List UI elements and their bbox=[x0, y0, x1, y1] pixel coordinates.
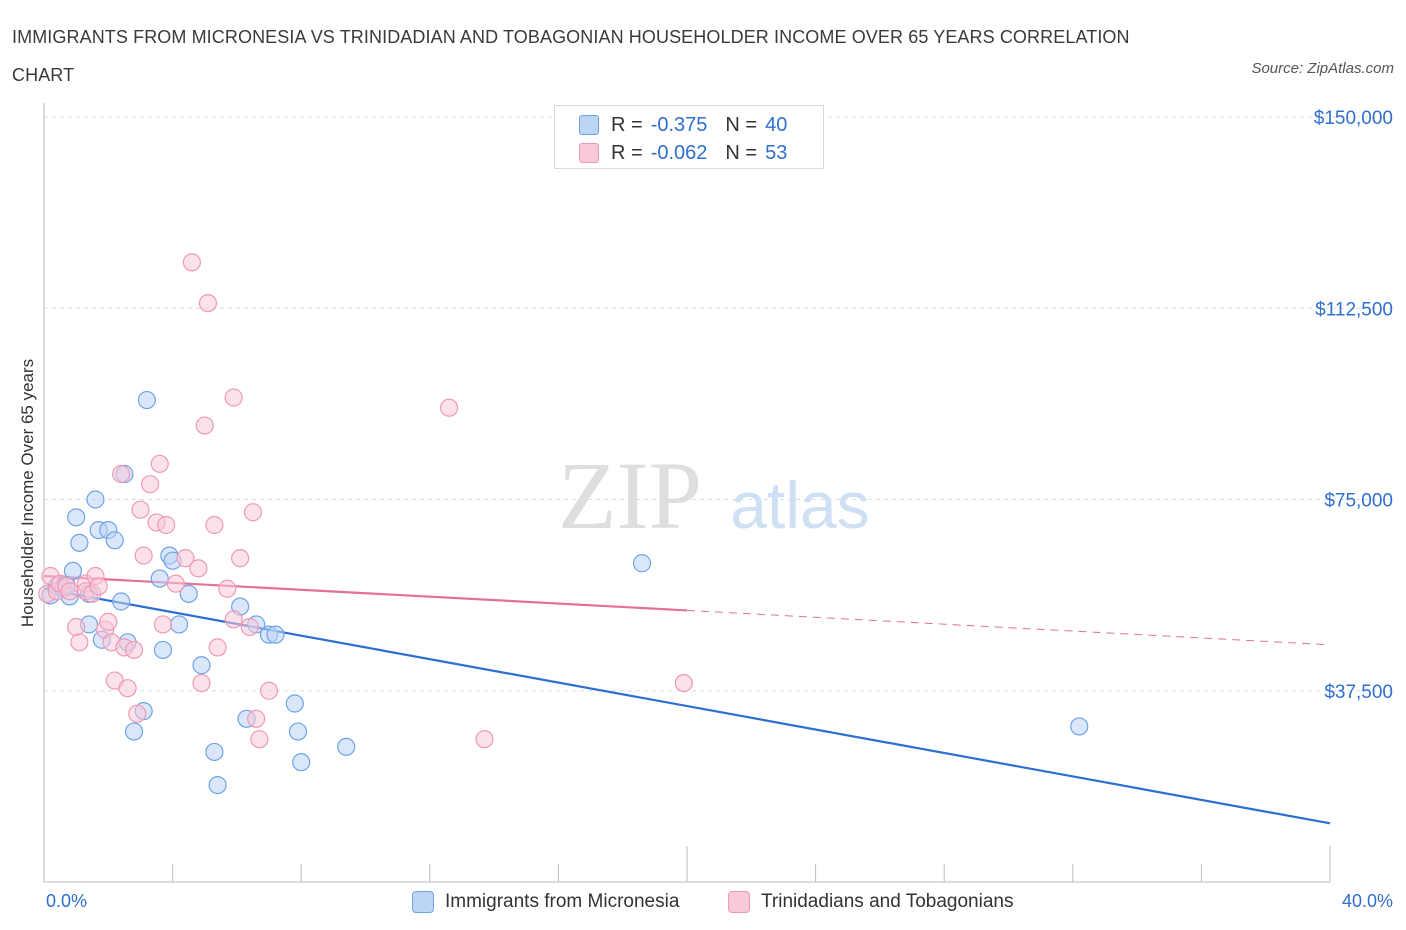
point-micronesia bbox=[288, 722, 308, 741]
point-micronesia bbox=[266, 625, 285, 644]
point-trinidad bbox=[166, 574, 185, 593]
point-micronesia bbox=[1070, 717, 1089, 736]
point-micronesia bbox=[205, 742, 224, 762]
point-trinidad bbox=[224, 610, 243, 629]
point-micronesia bbox=[150, 569, 169, 588]
point-trinidad bbox=[176, 549, 195, 568]
point-trinidad bbox=[243, 503, 263, 522]
point-micronesia bbox=[632, 554, 652, 573]
data-points bbox=[38, 253, 1089, 795]
legend-r-label: R = bbox=[611, 113, 643, 136]
point-trinidad bbox=[192, 673, 211, 693]
legend-r-value: -0.375 bbox=[650, 113, 708, 136]
watermark: ZIP atlas bbox=[558, 442, 870, 549]
point-trinidad bbox=[218, 579, 237, 598]
point-trinidad bbox=[70, 633, 89, 652]
legend-swatch-pink bbox=[579, 143, 599, 163]
correlation-legend: R = -0.375 N = 40 R = -0.062 N = 53 bbox=[554, 105, 824, 169]
point-micronesia bbox=[112, 592, 131, 611]
point-trinidad bbox=[231, 549, 250, 568]
y-tick-label: $37,500 bbox=[1324, 682, 1393, 703]
point-micronesia bbox=[137, 390, 156, 410]
y-tick-label: $112,500 bbox=[1315, 299, 1393, 320]
point-micronesia bbox=[105, 531, 124, 550]
y-tick-labels: $37,500 $75,000 $112,500 $150,000 bbox=[1314, 108, 1393, 703]
point-micronesia bbox=[63, 561, 83, 581]
legend-r-value: -0.062 bbox=[650, 141, 708, 164]
axes bbox=[43, 103, 1331, 883]
point-trinidad bbox=[189, 559, 208, 578]
source-label: Source: ZipAtlas.com bbox=[1251, 60, 1394, 77]
point-trinidad bbox=[182, 253, 201, 272]
point-trinidad bbox=[60, 582, 79, 601]
y-tick-label: $150,000 bbox=[1314, 108, 1393, 129]
point-trinidad bbox=[67, 617, 86, 637]
bottom-legend-label: Trinidadians and Tobagonians bbox=[761, 891, 1014, 912]
y-axis-label: Householder Income Over 65 years bbox=[18, 358, 37, 628]
bottom-legend-micronesia: Immigrants from Micronesia bbox=[412, 889, 679, 915]
point-trinidad bbox=[157, 515, 176, 535]
legend-row-trinidad: R = -0.062 N = 53 bbox=[579, 140, 787, 166]
y-tick-label: $75,000 bbox=[1324, 491, 1393, 512]
point-trinidad bbox=[674, 673, 693, 693]
point-micronesia bbox=[208, 775, 227, 795]
point-micronesia bbox=[169, 615, 189, 634]
point-trinidad bbox=[134, 546, 153, 565]
point-trinidad bbox=[240, 617, 259, 637]
watermark-zip: ZIP bbox=[558, 442, 702, 549]
point-trinidad bbox=[259, 681, 279, 700]
chart-title: IMMIGRANTS FROM MICRONESIA VS TRINIDADIA… bbox=[12, 27, 1130, 85]
bottom-legend-swatch-pink bbox=[728, 891, 750, 913]
point-micronesia bbox=[153, 640, 173, 660]
point-micronesia bbox=[192, 656, 211, 675]
x-tick-label-min: 0.0% bbox=[46, 891, 88, 911]
point-micronesia bbox=[179, 584, 198, 603]
point-trinidad bbox=[140, 475, 160, 494]
legend-n-value: 40 bbox=[765, 113, 788, 136]
bottom-legend-label: Immigrants from Micronesia bbox=[445, 891, 680, 912]
trend-line-extension-1 bbox=[686, 609, 1331, 646]
legend-r-label: R = bbox=[611, 141, 643, 164]
bottom-legend-swatch-blue bbox=[412, 891, 434, 913]
legend-row-micronesia: R = -0.375 N = 40 bbox=[579, 112, 787, 138]
point-trinidad bbox=[439, 398, 459, 417]
bottom-legend-trinidad: Trinidadians and Tobagonians bbox=[728, 889, 1013, 915]
trend-line-1 bbox=[43, 574, 688, 612]
point-trinidad bbox=[198, 294, 218, 313]
point-micronesia bbox=[124, 722, 144, 741]
point-trinidad bbox=[195, 416, 214, 435]
point-trinidad bbox=[208, 638, 227, 657]
legend-n-label: N = bbox=[725, 113, 758, 136]
point-trinidad bbox=[247, 709, 266, 728]
point-trinidad bbox=[131, 500, 150, 519]
point-trinidad bbox=[89, 577, 108, 596]
point-trinidad bbox=[128, 704, 147, 723]
point-trinidad bbox=[112, 464, 131, 484]
point-trinidad bbox=[205, 515, 224, 535]
point-trinidad bbox=[475, 730, 494, 749]
legend-swatch-blue bbox=[579, 115, 599, 135]
point-trinidad bbox=[99, 612, 118, 632]
point-micronesia bbox=[70, 533, 89, 552]
point-micronesia bbox=[337, 737, 356, 756]
watermark-atlas: atlas bbox=[730, 468, 869, 542]
legend-n-label: N = bbox=[725, 141, 758, 164]
point-trinidad bbox=[224, 388, 243, 407]
point-trinidad bbox=[150, 454, 169, 473]
point-trinidad bbox=[118, 679, 137, 698]
point-micronesia bbox=[285, 694, 304, 713]
point-trinidad bbox=[153, 615, 173, 634]
legend-n-value: 53 bbox=[765, 141, 788, 164]
point-micronesia bbox=[67, 508, 86, 527]
point-micronesia bbox=[86, 490, 105, 509]
point-micronesia bbox=[292, 753, 311, 772]
point-trinidad bbox=[250, 730, 269, 749]
point-trinidad bbox=[124, 640, 144, 660]
x-tick-label-max: 40.0% bbox=[1341, 891, 1393, 911]
